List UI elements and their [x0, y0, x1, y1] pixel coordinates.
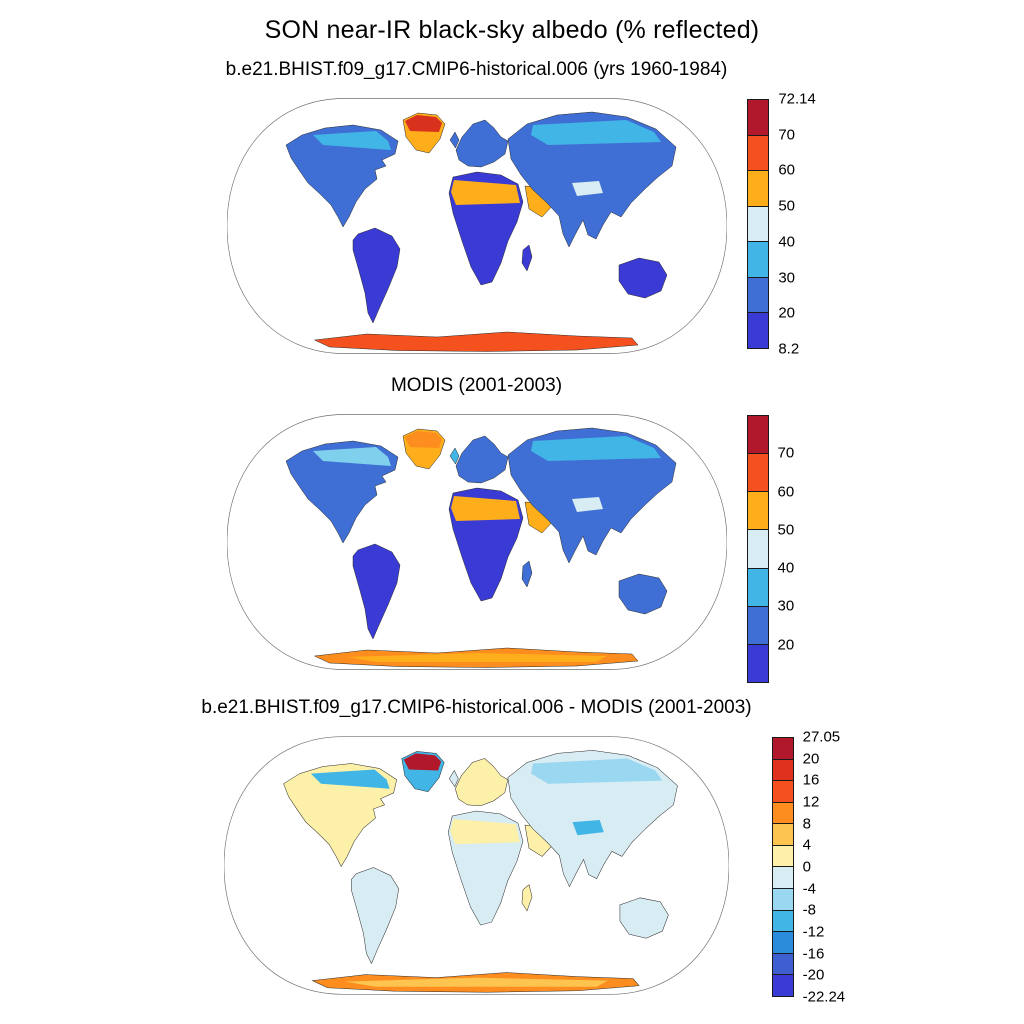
- colorbar-segment: [747, 605, 768, 644]
- map-difference: [224, 736, 729, 995]
- colorbar-segment: [748, 100, 769, 135]
- region-australia: [619, 897, 669, 939]
- map-model: [226, 98, 727, 354]
- map-modis: [226, 414, 727, 670]
- colorbar-segment: [747, 491, 768, 530]
- colorbar-tick: -22.24: [802, 988, 846, 1006]
- colorbar-modis-wrap: 70 60 50 40 30 20: [746, 415, 834, 683]
- region-south-america: [351, 867, 399, 964]
- region-uk: [449, 447, 459, 465]
- colorbar-modis-labels: 70 60 50 40 30 20: [778, 415, 834, 683]
- colorbar-tick: -12: [802, 923, 825, 941]
- colorbar-segment: [748, 170, 769, 206]
- region-uk: [448, 770, 459, 787]
- panel-model-title: b.e21.BHIST.f09_g17.CMIP6-historical.006…: [225, 59, 728, 80]
- colorbar-tick: -4: [802, 880, 816, 898]
- panel-modis: MODIS (2001-2003): [0, 375, 1024, 683]
- region-south-america: [352, 543, 400, 640]
- colorbar-segment: [772, 931, 793, 953]
- colorbar-tick: 60: [777, 483, 795, 501]
- panel-modis-title: MODIS (2001-2003): [390, 375, 563, 396]
- colorbar-segment: [748, 312, 769, 349]
- panel-model-map-col: b.e21.BHIST.f09_g17.CMIP6-historical.006…: [225, 59, 728, 361]
- panel-difference-body: b.e21.BHIST.f09_g17.CMIP6-historical.006…: [18, 697, 1024, 1006]
- colorbar-tick: -20: [802, 966, 825, 984]
- colorbar-tick: 20: [777, 636, 795, 654]
- colorbar-segment: [772, 952, 793, 975]
- colorbar-segment: [747, 453, 768, 492]
- region-madagascar: [521, 884, 533, 912]
- colorbar-segment: [748, 134, 769, 171]
- colorbar-segment: [772, 844, 793, 867]
- colorbar-tick: 30: [778, 269, 796, 287]
- panel-modis-body: MODIS (2001-2003): [18, 375, 1024, 683]
- region-europe: [455, 758, 509, 807]
- region-europe: [455, 435, 508, 484]
- colorbar-segment: [772, 780, 793, 802]
- colorbar-tick: 40: [778, 233, 796, 251]
- colorbar-tick: 20: [802, 750, 820, 768]
- region-madagascar: [521, 244, 532, 272]
- region-south-america: [352, 227, 400, 324]
- colorbar-segment: [772, 823, 793, 845]
- colorbar-segment: [772, 974, 793, 996]
- colorbar-tick: 20: [778, 304, 796, 322]
- colorbar-tick: 8: [802, 815, 811, 833]
- colorbar-difference-labels: 27.05 20 16 12 8 4 0 -4 -8 -12 -16 -20 -…: [802, 729, 859, 1006]
- figure-title: SON near-IR black-sky albedo (% reflecte…: [264, 16, 760, 44]
- colorbar-tick: 12: [802, 793, 820, 811]
- colorbar-segment: [772, 801, 793, 824]
- colorbar-segment: [747, 529, 768, 568]
- colorbar-model-labels: 72.14 70 60 50 40 30 20 8.2: [778, 91, 834, 358]
- panel-model-body: b.e21.BHIST.f09_g17.CMIP6-historical.006…: [18, 59, 1024, 361]
- panel-modis-map-col: MODIS (2001-2003): [226, 375, 727, 683]
- panel-difference-title: b.e21.BHIST.f09_g17.CMIP6-historical.006…: [201, 697, 752, 718]
- colorbar-segment: [772, 888, 793, 910]
- colorbar-tick: 60: [778, 161, 796, 179]
- colorbar-segment: [772, 738, 793, 759]
- colorbar-segment: [772, 758, 793, 781]
- colorbar-modis: [746, 415, 769, 683]
- colorbar-segment: [748, 241, 769, 277]
- colorbar-segment: [747, 567, 768, 606]
- colorbar-model-wrap: 72.14 70 60 50 40 30 20 8.2: [747, 91, 834, 361]
- colorbar-difference-wrap: 27.05 20 16 12 8 4 0 -4 -8 -12 -16 -20 -…: [771, 729, 859, 1006]
- colorbar-tick: 70: [777, 444, 795, 462]
- colorbar-tick: 40: [777, 559, 795, 577]
- region-madagascar: [521, 560, 532, 588]
- colorbar-tick: 8.2: [778, 340, 800, 358]
- colorbar-segment: [772, 866, 793, 889]
- colorbar-difference: [771, 737, 794, 997]
- colorbar-tick: 0: [802, 858, 811, 876]
- colorbar-tick: 72.14: [778, 90, 816, 108]
- colorbar-model: [747, 99, 770, 349]
- colorbar-segment: [747, 643, 768, 682]
- colorbar-tick: 16: [802, 771, 820, 789]
- panel-model: b.e21.BHIST.f09_g17.CMIP6-historical.006…: [0, 59, 1024, 361]
- colorbar-segment: [747, 416, 768, 454]
- region-australia: [618, 257, 667, 299]
- colorbar-tick: 50: [777, 521, 795, 539]
- colorbar-tick: 50: [778, 197, 796, 215]
- colorbar-tick: -8: [802, 901, 816, 919]
- colorbar-tick: 30: [777, 597, 795, 615]
- region-europe: [455, 119, 508, 168]
- region-uk: [449, 131, 459, 149]
- colorbar-tick: 70: [778, 126, 796, 144]
- colorbar-segment: [748, 276, 769, 313]
- colorbar-segment: [772, 909, 793, 932]
- panel-difference: b.e21.BHIST.f09_g17.CMIP6-historical.006…: [0, 697, 1024, 1006]
- colorbar-tick: -16: [802, 945, 825, 963]
- colorbar-tick: 4: [802, 836, 811, 854]
- colorbar-tick: 27.05: [802, 728, 841, 746]
- colorbar-segment: [748, 205, 769, 242]
- region-australia: [618, 573, 667, 615]
- panel-difference-map-col: b.e21.BHIST.f09_g17.CMIP6-historical.006…: [201, 697, 752, 1002]
